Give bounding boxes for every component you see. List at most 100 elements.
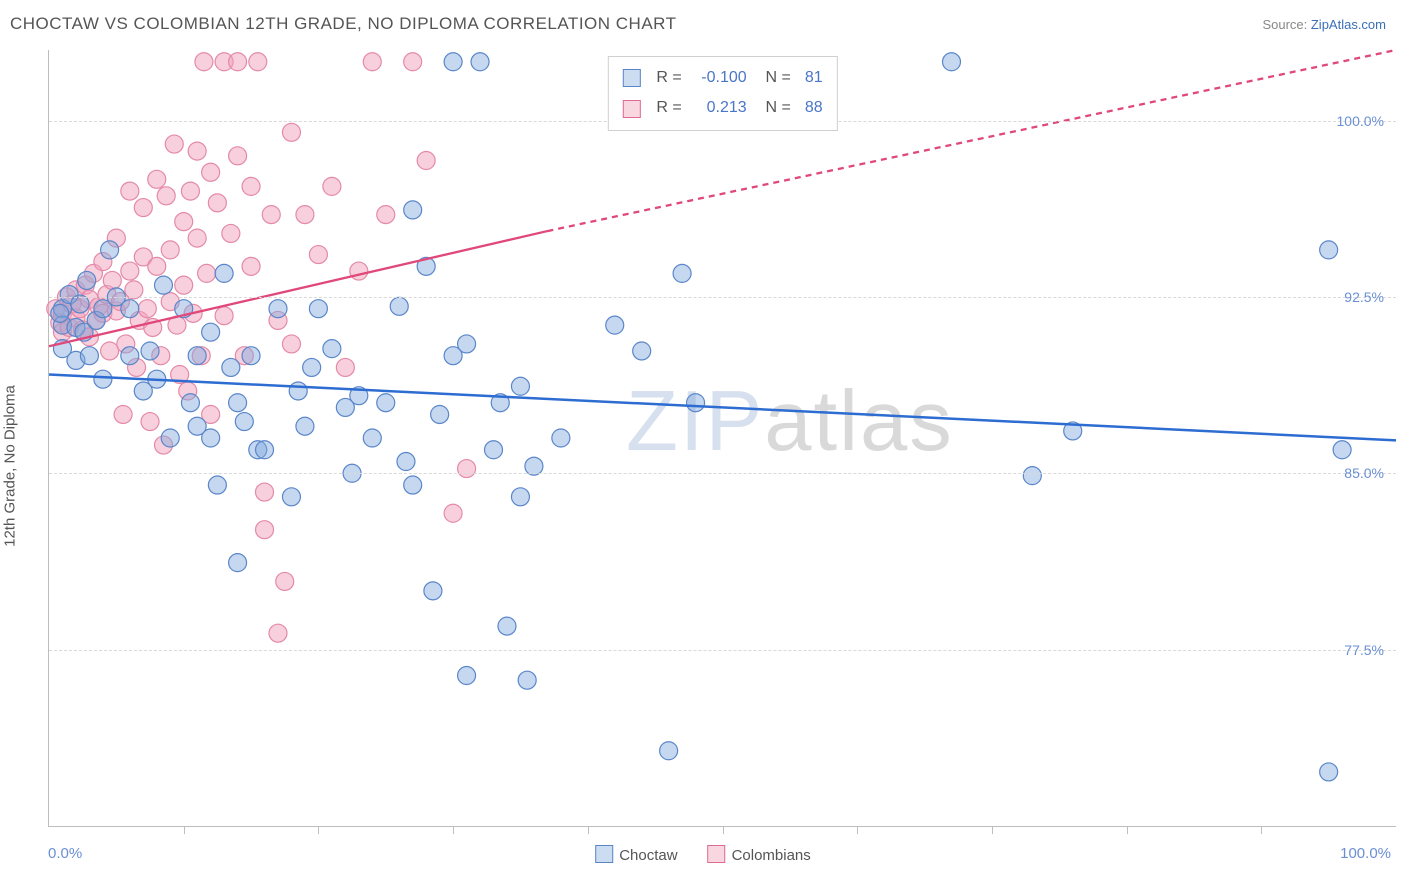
- data-point: [161, 429, 179, 447]
- data-point: [471, 53, 489, 71]
- data-point: [404, 476, 422, 494]
- data-point: [215, 264, 233, 282]
- x-tick: [857, 826, 858, 834]
- data-point: [161, 241, 179, 259]
- legend-swatch-icon: [708, 845, 726, 863]
- y-tick-label: 92.5%: [1344, 289, 1384, 305]
- data-point: [202, 163, 220, 181]
- bottom-legend: Choctaw Colombians: [595, 845, 811, 864]
- data-point: [229, 147, 247, 165]
- y-axis-label: 12th Grade, No Diploma: [2, 385, 19, 547]
- data-point: [195, 53, 213, 71]
- data-point: [262, 206, 280, 224]
- data-point: [208, 476, 226, 494]
- source-link[interactable]: ZipAtlas.com: [1311, 17, 1386, 32]
- data-point: [942, 53, 960, 71]
- data-point: [229, 394, 247, 412]
- data-point: [444, 53, 462, 71]
- data-point: [175, 276, 193, 294]
- y-tick-label: 85.0%: [1344, 465, 1384, 481]
- data-point: [323, 177, 341, 195]
- data-point: [485, 441, 503, 459]
- data-point: [157, 187, 175, 205]
- data-point: [121, 262, 139, 280]
- data-point: [323, 340, 341, 358]
- data-point: [202, 323, 220, 341]
- data-point: [175, 213, 193, 231]
- data-point: [181, 182, 199, 200]
- chart-svg: [49, 50, 1396, 826]
- x-tick: [453, 826, 454, 834]
- data-point: [417, 152, 435, 170]
- data-point: [363, 429, 381, 447]
- data-point: [222, 224, 240, 242]
- data-point: [511, 377, 529, 395]
- data-point: [350, 262, 368, 280]
- data-point: [121, 182, 139, 200]
- data-point: [1333, 441, 1351, 459]
- data-point: [309, 300, 327, 318]
- data-point: [94, 370, 112, 388]
- data-point: [51, 304, 69, 322]
- data-point: [390, 297, 408, 315]
- data-point: [114, 405, 132, 423]
- data-point: [511, 488, 529, 506]
- data-point: [363, 53, 381, 71]
- x-tick: [588, 826, 589, 834]
- data-point: [148, 170, 166, 188]
- data-point: [336, 358, 354, 376]
- data-point: [242, 347, 260, 365]
- chart-header: CHOCTAW VS COLOMBIAN 12TH GRADE, NO DIPL…: [0, 0, 1406, 48]
- plot-wrap: 12th Grade, No Diploma ZIPatlas R =-0.10…: [10, 50, 1396, 882]
- x-axis-min: 0.0%: [48, 845, 82, 862]
- stats-row: R =-0.100 N =81: [622, 63, 822, 93]
- data-point: [138, 300, 156, 318]
- data-point: [256, 521, 274, 539]
- data-point: [660, 742, 678, 760]
- data-point: [1320, 241, 1338, 259]
- data-point: [242, 257, 260, 275]
- x-axis-max: 100.0%: [1340, 845, 1391, 862]
- data-point: [377, 394, 395, 412]
- data-point: [552, 429, 570, 447]
- data-point: [78, 271, 96, 289]
- gridline: [49, 650, 1396, 651]
- data-point: [215, 307, 233, 325]
- x-tick: [1261, 826, 1262, 834]
- data-point: [444, 504, 462, 522]
- data-point: [256, 441, 274, 459]
- data-point: [141, 413, 159, 431]
- data-point: [309, 246, 327, 264]
- data-point: [633, 342, 651, 360]
- x-tick: [992, 826, 993, 834]
- legend-item: Colombians: [708, 845, 811, 864]
- data-point: [404, 53, 422, 71]
- data-point: [498, 617, 516, 635]
- data-point: [296, 417, 314, 435]
- data-point: [229, 554, 247, 572]
- data-point: [121, 300, 139, 318]
- data-point: [518, 671, 536, 689]
- data-point: [269, 624, 287, 642]
- data-point: [296, 206, 314, 224]
- data-point: [121, 347, 139, 365]
- y-tick-label: 77.5%: [1344, 642, 1384, 658]
- data-point: [377, 206, 395, 224]
- trend-line: [49, 231, 547, 346]
- data-point: [249, 53, 267, 71]
- data-point: [1320, 763, 1338, 781]
- x-tick: [1127, 826, 1128, 834]
- data-point: [80, 347, 98, 365]
- data-point: [188, 347, 206, 365]
- data-point: [134, 199, 152, 217]
- legend-swatch-icon: [622, 69, 640, 87]
- legend-item: Choctaw: [595, 845, 677, 864]
- data-point: [303, 358, 321, 376]
- data-point: [606, 316, 624, 334]
- data-point: [242, 177, 260, 195]
- data-point: [458, 335, 476, 353]
- y-tick-label: 100.0%: [1337, 113, 1384, 129]
- stats-row: R =0.213 N =88: [622, 93, 822, 123]
- data-point: [235, 413, 253, 431]
- x-tick: [184, 826, 185, 834]
